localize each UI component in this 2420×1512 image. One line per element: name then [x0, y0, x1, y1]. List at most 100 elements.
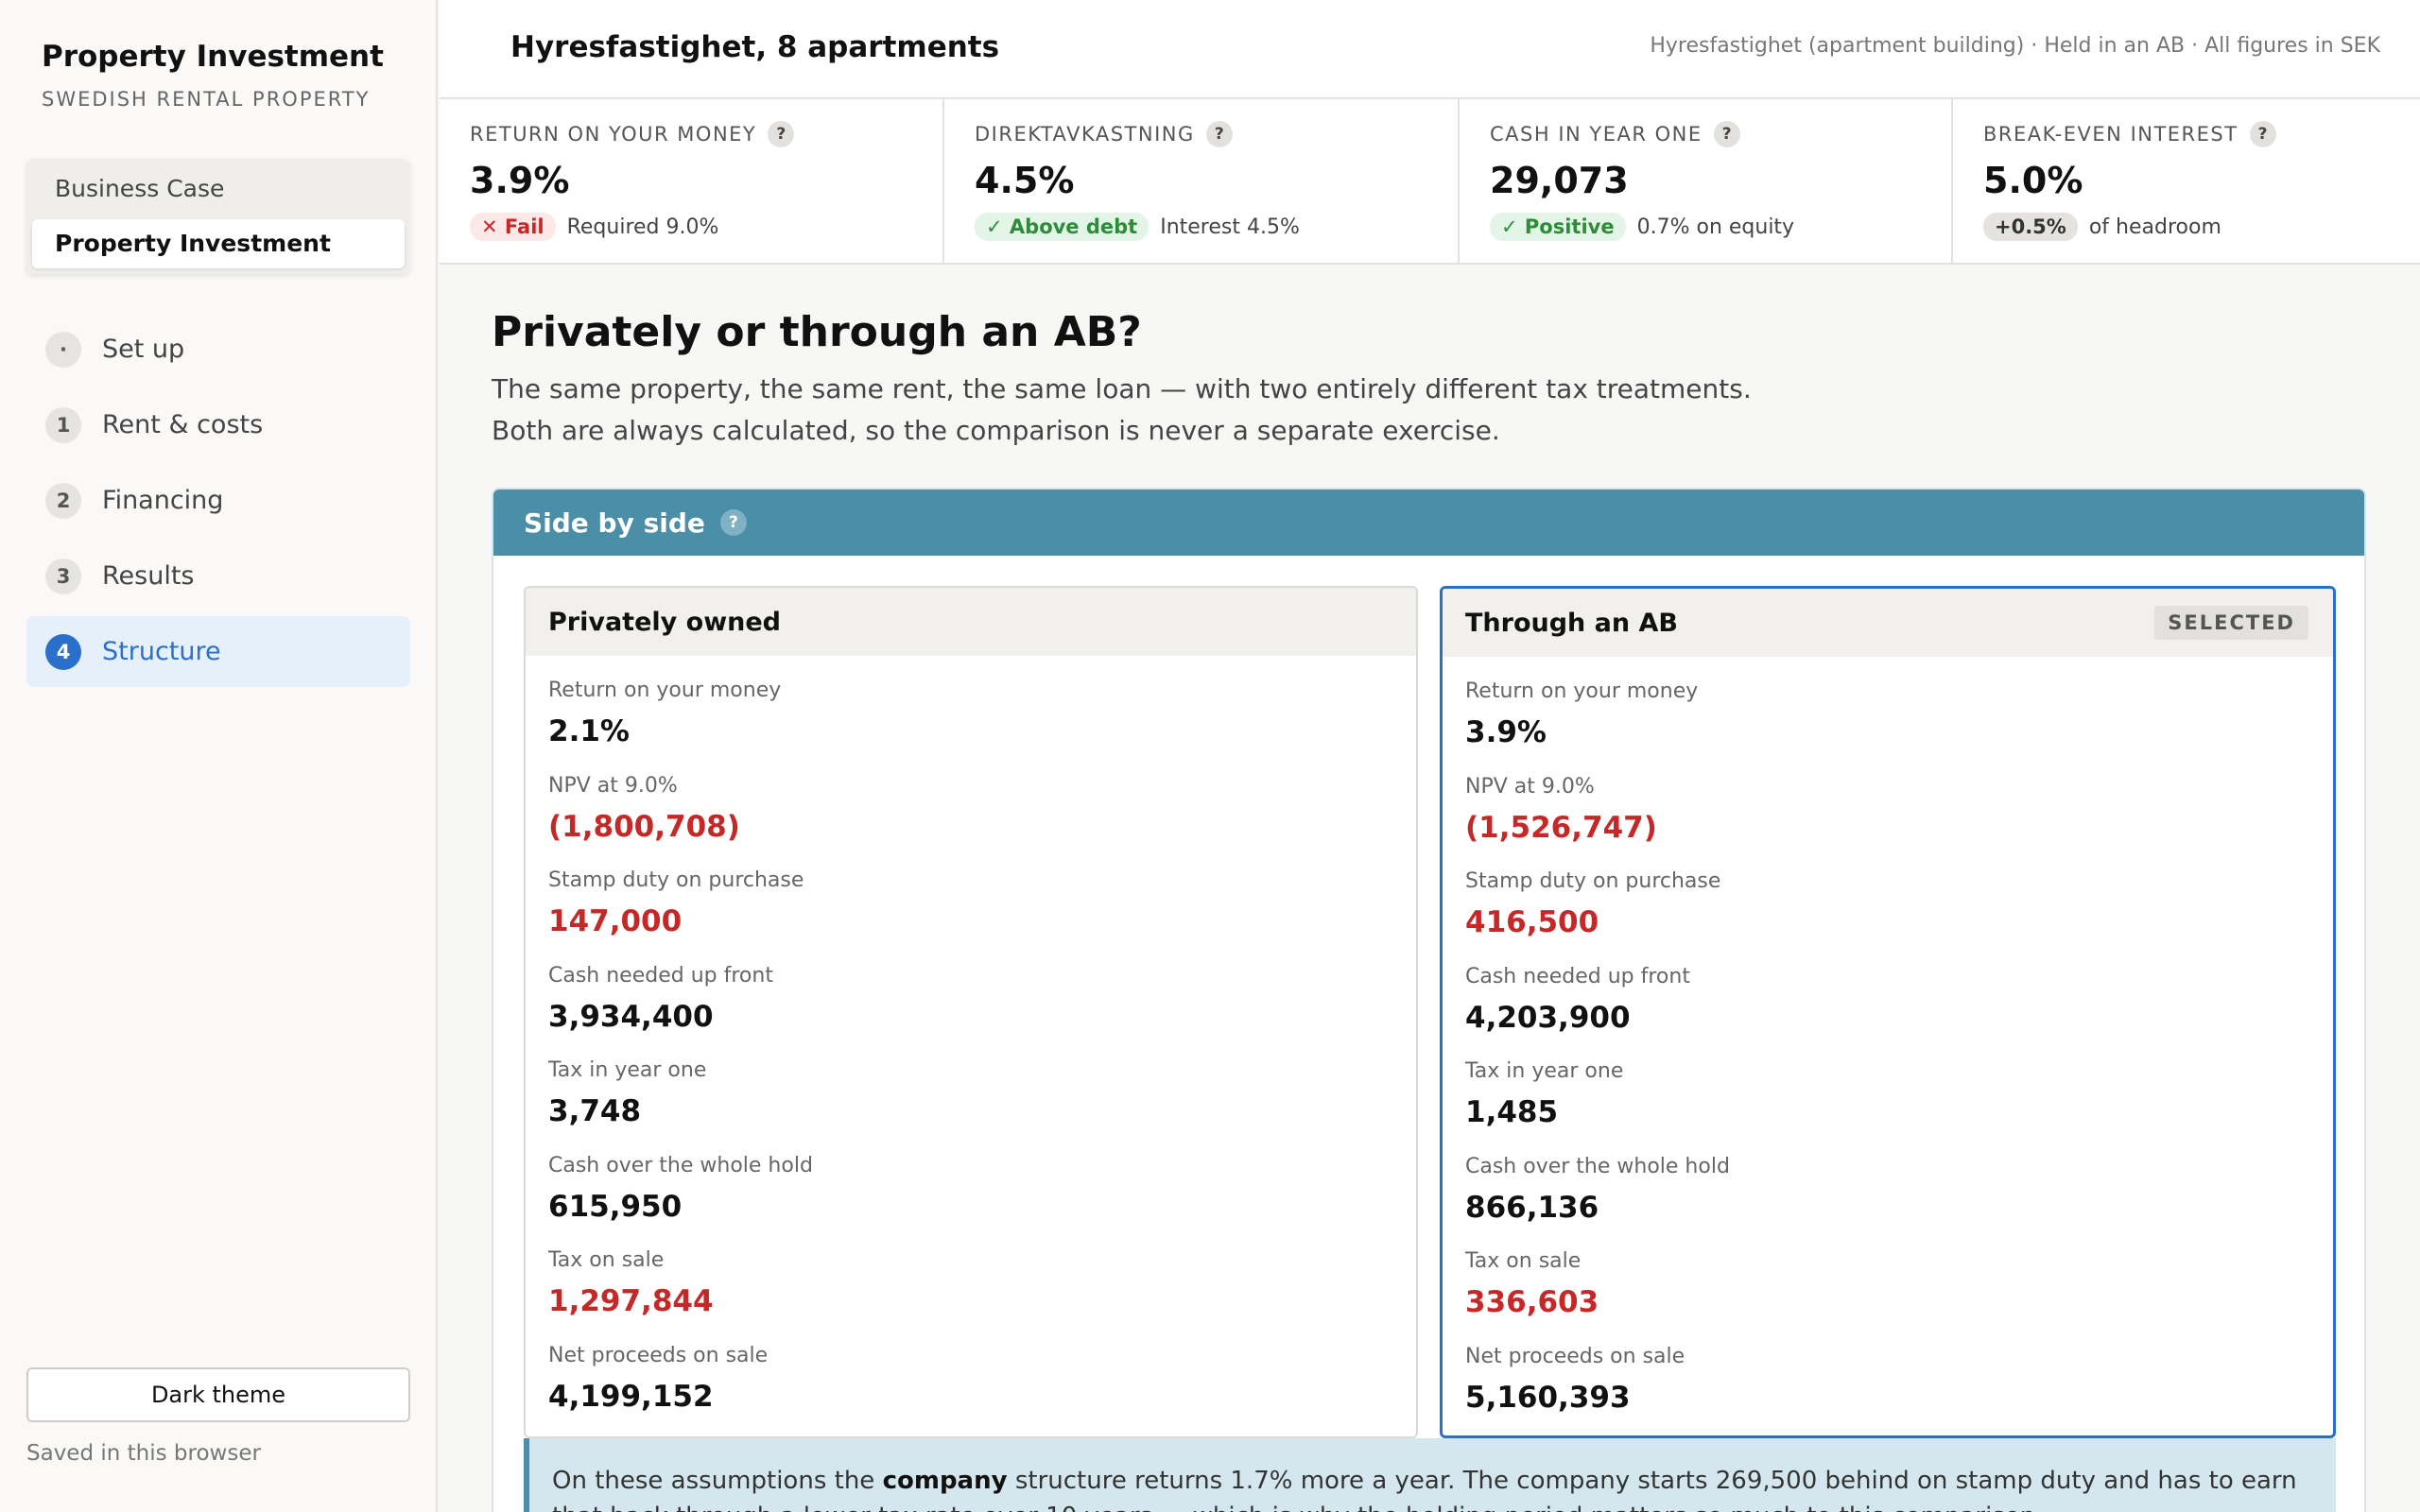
- help-icon[interactable]: ?: [1713, 121, 1740, 147]
- metric-label: Cash needed up front: [1465, 964, 1690, 988]
- step-rent-costs[interactable]: 1 Rent & costs: [26, 389, 410, 460]
- metric-value: 2.1%: [548, 714, 630, 748]
- status-badge: ✕ Fail: [470, 213, 556, 241]
- kpi-label: RETURN ON YOUR MONEY: [470, 123, 757, 146]
- kpi-value: 29,073: [1490, 160, 1629, 201]
- metric-value: 1,297,844: [548, 1284, 714, 1318]
- help-icon[interactable]: ?: [768, 121, 795, 147]
- saved-status: Saved in this browser: [26, 1441, 261, 1466]
- app-subtitle: SWEDISH RENTAL PROPERTY: [42, 88, 371, 111]
- help-icon[interactable]: ?: [2249, 121, 2276, 147]
- metric-label: Stamp duty on purchase: [548, 868, 804, 892]
- kpi-return-on-money: RETURN ON YOUR MONEY ? 3.9% ✕ Fail Requi…: [440, 99, 944, 263]
- step-financing[interactable]: 2 Financing: [26, 465, 410, 536]
- status-badge: +0.5%: [1983, 213, 2078, 241]
- top-bar: Hyresfastighet, 8 apartments Hyresfastig…: [440, 0, 2420, 99]
- metric-label: Tax in year one: [548, 1058, 707, 1082]
- metric-label: Tax in year one: [1465, 1059, 1624, 1083]
- kpi-value: 3.9%: [470, 160, 570, 201]
- step-label: Financing: [102, 486, 224, 515]
- metric-value: 3,934,400: [548, 999, 714, 1034]
- metric-row: Cash needed up front 3,934,400: [548, 958, 1393, 1054]
- metric-value: 615,950: [548, 1189, 683, 1224]
- metric-label: Cash needed up front: [548, 963, 773, 988]
- help-icon[interactable]: ?: [1205, 121, 1233, 147]
- metric-row: NPV at 9.0% (1,526,747): [1465, 769, 2310, 865]
- metric-row: Tax in year one 3,748: [548, 1053, 1393, 1148]
- metric-value: 866,136: [1465, 1190, 1599, 1225]
- metric-label: Net proceeds on sale: [1465, 1344, 1685, 1368]
- panel-title: Side by side: [524, 507, 705, 539]
- mode-switch: Business Case Property Investment: [26, 159, 410, 274]
- step-number: ·: [45, 331, 81, 368]
- app-title: Property Investment: [42, 40, 384, 74]
- metric-row: Tax on sale 336,603: [1465, 1244, 2310, 1339]
- step-number: 1: [45, 406, 81, 443]
- step-set-up[interactable]: · Set up: [26, 314, 410, 385]
- step-nav: · Set up 1 Rent & costs 2 Financing 3 Re…: [26, 314, 410, 692]
- metric-label: NPV at 9.0%: [548, 773, 678, 798]
- description-line: The same property, the same rent, the sa…: [492, 373, 1752, 404]
- kpi-note: of headroom: [2088, 215, 2221, 239]
- kpi-value: 5.0%: [1983, 160, 2083, 201]
- step-number: 3: [45, 558, 81, 594]
- metric-value: (1,800,708): [548, 809, 740, 844]
- kpi-label: DIREKTAVKASTNING: [975, 123, 1195, 146]
- metrics-list: Return on your money 3.9% NPV at 9.0% (1,52…: [1443, 657, 2333, 1434]
- dark-theme-button[interactable]: Dark theme: [26, 1367, 410, 1422]
- kpi-label: BREAK-EVEN INTEREST: [1983, 123, 2238, 146]
- metric-label: NPV at 9.0%: [1465, 774, 1595, 799]
- through-ab-card[interactable]: Through an AB SELECTED Return on your mo…: [1440, 586, 2336, 1438]
- card-header: Through an AB SELECTED: [1443, 589, 2333, 657]
- comparison-callout: On these assumptions the company structu…: [524, 1438, 2336, 1512]
- metric-value: 1,485: [1465, 1095, 1559, 1129]
- metric-row: Net proceeds on sale 5,160,393: [1465, 1339, 2310, 1435]
- metric-label: Cash over the whole hold: [1465, 1154, 1730, 1178]
- help-icon[interactable]: ?: [719, 509, 747, 536]
- kpi-value: 4.5%: [975, 160, 1075, 201]
- metric-row: Stamp duty on purchase 147,000: [548, 863, 1393, 958]
- step-results[interactable]: 3 Results: [26, 541, 410, 611]
- metric-row: Tax on sale 1,297,844: [548, 1243, 1393, 1338]
- metric-value: 4,199,152: [548, 1379, 714, 1414]
- step-label: Structure: [102, 637, 221, 666]
- metric-row: Stamp duty on purchase 416,500: [1465, 864, 2310, 959]
- metric-value: 3.9%: [1465, 715, 1547, 749]
- metric-value: 336,603: [1465, 1285, 1599, 1319]
- section-description: The same property, the same rent, the sa…: [492, 369, 1752, 452]
- metric-value: 3,748: [548, 1094, 642, 1128]
- description-line: Both are always calculated, so the compa…: [492, 415, 1500, 446]
- card-title: Through an AB: [1465, 608, 1678, 638]
- metric-value: 5,160,393: [1465, 1380, 1631, 1415]
- callout-emphasis: company: [882, 1467, 1008, 1495]
- metric-row: Return on your money 2.1%: [548, 673, 1393, 768]
- metric-label: Return on your money: [1465, 679, 1699, 703]
- metric-label: Tax on sale: [548, 1248, 665, 1272]
- metric-row: NPV at 9.0% (1,800,708): [548, 768, 1393, 864]
- side-by-side-panel: Side by side ? Privately owned Return on…: [492, 488, 2366, 1512]
- metric-label: Tax on sale: [1465, 1249, 1582, 1273]
- metric-value: 147,000: [548, 904, 683, 938]
- metrics-list: Return on your money 2.1% NPV at 9.0% (1,80…: [526, 656, 1416, 1433]
- step-label: Rent & costs: [102, 410, 264, 439]
- selected-badge: SELECTED: [2154, 606, 2308, 640]
- kpi-direktavkastning: DIREKTAVKASTNING ? 4.5% ✓ Above debt Int…: [944, 99, 1460, 263]
- status-badge: ✓ Above debt: [975, 213, 1150, 241]
- kpi-cash-year-one: CASH IN YEAR ONE ? 29,073 ✓ Positive 0.7…: [1460, 99, 1953, 263]
- callout-text: On these assumptions the: [552, 1467, 883, 1495]
- step-label: Set up: [102, 335, 185, 364]
- card-header: Privately owned: [526, 588, 1416, 656]
- privately-owned-card[interactable]: Privately owned Return on your money 2.1%…: [524, 586, 1418, 1438]
- metric-label: Net proceeds on sale: [548, 1343, 769, 1367]
- metric-label: Cash over the whole hold: [548, 1153, 813, 1177]
- mode-property-investment[interactable]: Property Investment: [32, 219, 405, 268]
- page-meta: Hyresfastighet (apartment building) · He…: [1650, 34, 2380, 58]
- metric-label: Return on your money: [548, 679, 782, 702]
- step-structure[interactable]: 4 Structure: [26, 616, 410, 687]
- metric-row: Return on your money 3.9%: [1465, 674, 2310, 769]
- metric-value: 4,203,900: [1465, 1000, 1631, 1035]
- kpi-label: CASH IN YEAR ONE: [1490, 123, 1703, 146]
- kpi-note: Interest 4.5%: [1160, 215, 1300, 239]
- mode-business-case[interactable]: Business Case: [55, 175, 225, 202]
- kpi-note: Required 9.0%: [566, 215, 719, 239]
